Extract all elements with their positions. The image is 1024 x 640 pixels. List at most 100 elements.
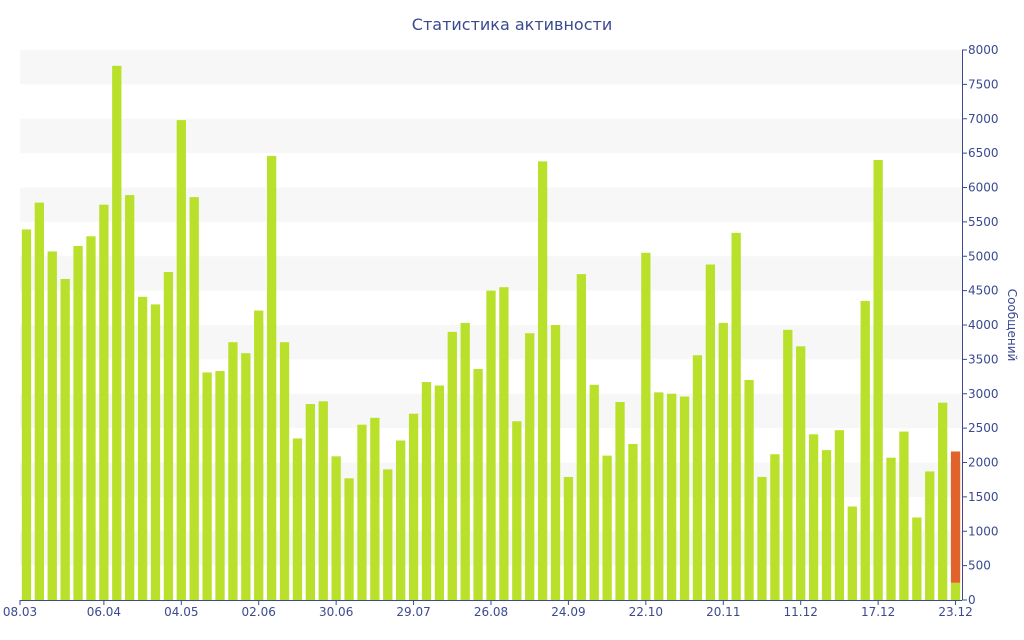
bar	[331, 456, 341, 600]
y-tick-label: 7500	[968, 77, 999, 91]
bar	[254, 310, 264, 600]
x-tick-label: 20.11	[706, 605, 740, 619]
bar	[86, 236, 96, 600]
bar	[744, 380, 754, 600]
bar	[937, 402, 948, 600]
y-axis-label: Сообщений	[1005, 289, 1019, 362]
y-tick-label: 4500	[968, 284, 999, 298]
bar	[112, 65, 122, 600]
bar	[241, 353, 251, 600]
bar	[692, 355, 703, 600]
x-tick-label: 22.10	[629, 605, 663, 619]
bar	[305, 404, 315, 600]
bar	[576, 274, 586, 600]
bar	[550, 325, 561, 600]
x-tick-label: 08.03	[3, 605, 37, 619]
y-tick-label: 5500	[968, 215, 999, 229]
grid-band	[20, 256, 962, 291]
x-tick-label: 11.12	[784, 605, 818, 619]
y-tick-label: 2000	[968, 456, 999, 470]
bar	[847, 506, 857, 600]
bar	[783, 329, 793, 600]
bar	[73, 245, 83, 600]
bar	[473, 369, 483, 600]
bar	[925, 471, 935, 600]
bar	[60, 278, 70, 600]
y-tick-label: 1000	[968, 524, 999, 538]
y-tick-label: 5000	[968, 249, 999, 263]
bar	[434, 385, 445, 600]
bar	[125, 195, 135, 600]
y-tick-label: 1500	[968, 490, 999, 504]
bar	[718, 322, 728, 600]
bar	[873, 160, 883, 600]
bar	[318, 401, 328, 600]
bar	[396, 440, 406, 600]
bar	[34, 202, 45, 600]
bar	[912, 517, 922, 600]
bar	[383, 469, 393, 600]
bar	[137, 296, 148, 600]
bar	[654, 392, 664, 600]
bar	[667, 393, 677, 600]
bar	[886, 457, 896, 600]
bar	[679, 396, 690, 600]
bar	[589, 384, 599, 600]
bar	[486, 290, 496, 600]
y-tick-label: 0	[968, 593, 976, 607]
bar	[525, 333, 535, 600]
bar	[228, 342, 238, 600]
bars	[21, 65, 961, 600]
bar	[899, 431, 909, 600]
x-tick-label: 02.06	[242, 605, 276, 619]
bar	[641, 252, 651, 600]
bar	[499, 287, 509, 600]
bar	[615, 402, 625, 600]
bar	[628, 443, 638, 600]
y-tick-label: 3500	[968, 352, 999, 366]
bar	[266, 155, 277, 600]
y-tick-label: 500	[968, 559, 991, 573]
y-tick-label: 3000	[968, 387, 999, 401]
bar	[408, 413, 419, 600]
bar	[602, 455, 612, 600]
bar	[202, 372, 212, 600]
bar	[950, 582, 961, 600]
bar	[537, 161, 548, 600]
bar-current-segment	[950, 451, 961, 583]
grid-band	[20, 187, 962, 222]
grid-band	[20, 118, 962, 154]
y-tick-label: 4000	[968, 318, 999, 332]
bar	[731, 232, 741, 600]
grid-band	[20, 50, 962, 85]
bar	[189, 197, 199, 600]
bar	[757, 476, 767, 600]
bar	[834, 430, 845, 600]
chart-title: Статистика активности	[411, 15, 613, 34]
bar	[796, 346, 806, 600]
bar	[163, 272, 174, 600]
bar	[99, 204, 109, 600]
x-tick-label: 30.06	[319, 605, 353, 619]
x-tick-label: 17.12	[861, 605, 895, 619]
bar	[860, 300, 870, 600]
bar	[563, 476, 574, 600]
bar	[292, 438, 303, 600]
x-tick-label: 06.04	[87, 605, 121, 619]
bar	[215, 371, 225, 600]
y-tick-label: 6000	[968, 181, 999, 195]
x-tick-label: 04.05	[164, 605, 198, 619]
x-axis: 08.03 06.04 04.05 02.06 30.06 29.07 26.08 24.09…	[3, 600, 973, 619]
y-tick-label: 2500	[968, 421, 999, 435]
bar	[512, 421, 522, 600]
bar	[370, 417, 380, 600]
bar	[770, 454, 780, 600]
y-tick-label: 6500	[968, 146, 999, 160]
x-tick-label: 26.08	[474, 605, 508, 619]
bar	[47, 251, 57, 600]
bar	[279, 342, 290, 600]
x-tick-label: 24.09	[551, 605, 585, 619]
y-axis: 0 500 1000 1500 2000 2500 3000 3500 4000 4500 5000…	[962, 43, 999, 607]
y-tick-label: 7000	[968, 112, 999, 126]
